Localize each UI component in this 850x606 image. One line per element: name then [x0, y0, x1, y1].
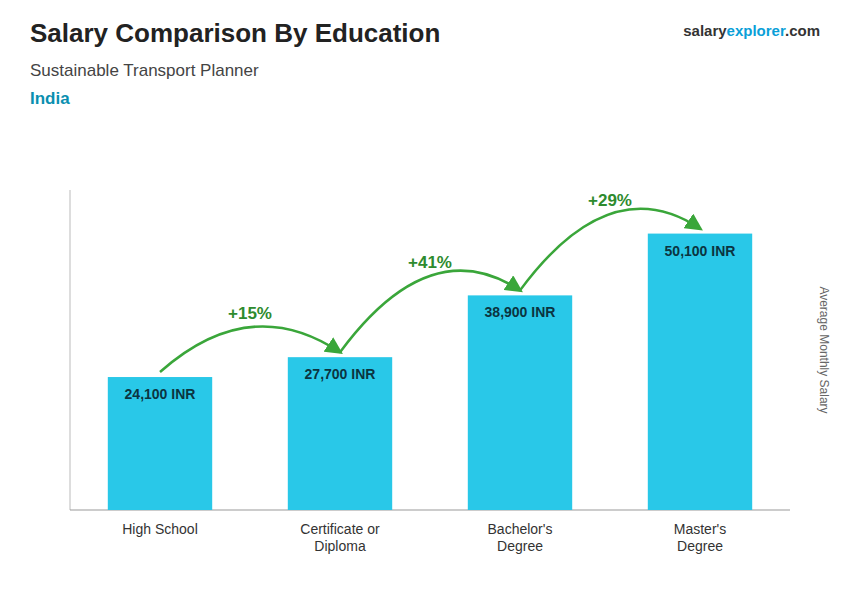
y-axis-label: Average Monthly Salary	[817, 286, 831, 413]
x-tick-label: Bachelor'sDegree	[488, 521, 553, 554]
change-label: +15%	[228, 304, 272, 323]
x-tick-label-line: Master's	[674, 521, 726, 537]
x-tick-label-line: Certificate or	[300, 521, 380, 537]
subtitle: Sustainable Transport Planner	[30, 61, 259, 80]
country-label: India	[30, 89, 70, 108]
change-arrow	[160, 326, 340, 372]
x-tick-label: High School	[122, 521, 198, 537]
title: Salary Comparison By Education	[30, 18, 440, 48]
brand-part: salary	[683, 22, 727, 39]
bar	[648, 234, 752, 510]
bar	[108, 377, 212, 510]
bar	[288, 357, 392, 510]
change-label: +29%	[588, 191, 632, 210]
chart: Salary Comparison By Education Sustainabl…	[0, 0, 850, 606]
brand-part: .com	[785, 22, 820, 39]
chart-container: Salary Comparison By Education Sustainabl…	[0, 0, 850, 606]
data-label: 24,100 INR	[125, 386, 196, 402]
x-tick-label-line: High School	[122, 521, 198, 537]
x-tick-label-line: Degree	[677, 538, 723, 554]
brand: salaryexplorer.com	[683, 22, 820, 39]
x-tick-label-line: Bachelor's	[488, 521, 553, 537]
y-axis-line	[70, 190, 71, 510]
x-tick-label-line: Diploma	[314, 538, 366, 554]
bars	[108, 234, 752, 510]
change-arrow	[340, 271, 520, 353]
data-label: 50,100 INR	[665, 243, 736, 259]
x-tick-label: Certificate orDiploma	[300, 521, 380, 554]
data-label: 27,700 INR	[305, 366, 376, 382]
x-tick-label-line: Degree	[497, 538, 543, 554]
x-tick-label: Master'sDegree	[674, 521, 726, 554]
brand-part: explorer	[727, 22, 786, 39]
change-label: +41%	[408, 253, 452, 272]
change-arrow	[520, 209, 700, 291]
bar	[468, 295, 572, 510]
data-label: 38,900 INR	[485, 304, 556, 320]
